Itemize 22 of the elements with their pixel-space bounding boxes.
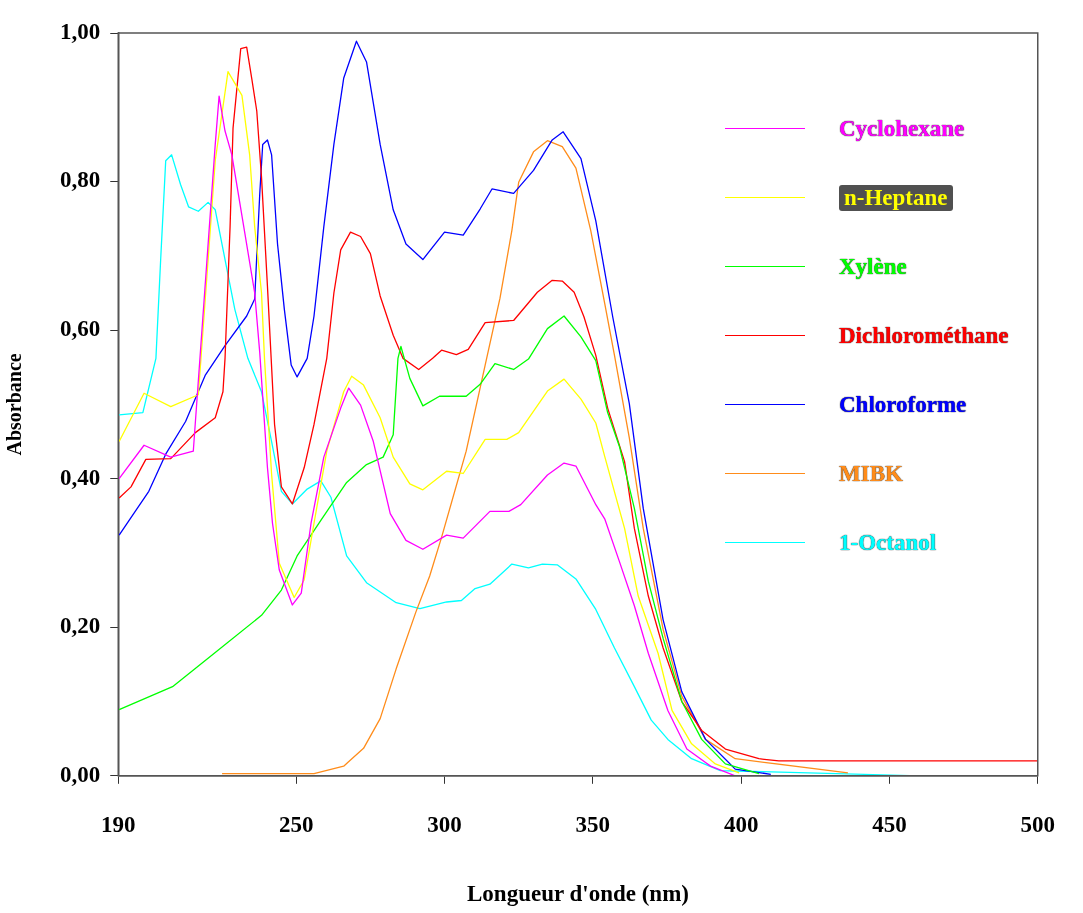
legend-label: Chloroforme: [839, 391, 967, 418]
x-tick-label: 450: [872, 811, 907, 837]
x-axis-title: Longueur d'onde (nm): [467, 881, 689, 907]
y-tick-label: 1,00: [60, 18, 101, 44]
legend-label: 1-Octanol: [839, 529, 937, 556]
y-tick-label: 0,60: [60, 316, 101, 342]
x-tick-label: 250: [278, 811, 314, 837]
legend-label: Cyclohexane: [839, 115, 965, 142]
x-tick-label: 500: [1020, 811, 1055, 837]
x-tick-label: 400: [723, 811, 759, 837]
legend-label: Dichlorométhane: [839, 322, 1009, 349]
x-tick-label: 300: [427, 811, 462, 837]
y-axis-title: Absorbance: [3, 353, 26, 456]
y-tick-label: 0,20: [60, 613, 101, 639]
legend-label: Xylène: [839, 253, 907, 280]
legend-label: n-Heptane: [839, 184, 953, 211]
legend-label: MIBK: [839, 460, 903, 487]
x-tick-label: 190: [101, 811, 136, 837]
y-tick-label: 0,00: [60, 761, 101, 787]
y-tick-label: 0,40: [60, 464, 101, 490]
y-tick-label: 0,80: [60, 167, 101, 193]
x-tick-label: 350: [575, 811, 611, 837]
